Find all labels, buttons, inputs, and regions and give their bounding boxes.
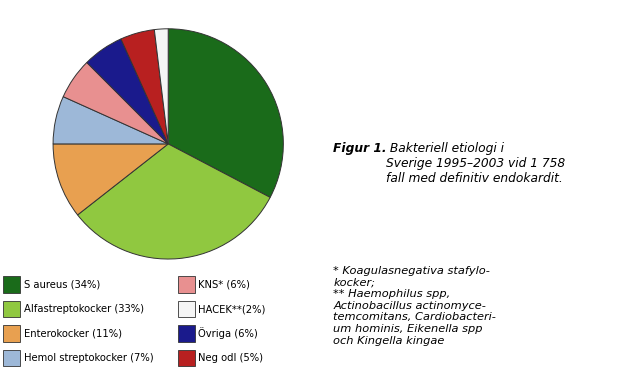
Text: Alfastreptokocker (33%): Alfastreptokocker (33%) [24,304,144,314]
Text: Hemol streptokocker (7%): Hemol streptokocker (7%) [24,353,153,363]
Bar [178,301,194,317]
Bar [4,276,20,293]
Text: S aureus (34%): S aureus (34%) [24,280,100,290]
Wedge shape [53,144,168,215]
Bar [4,350,20,366]
Text: Bakteriell etiologi i
Sverige 1995–2003 vid 1 758
fall med definitiv endokardit.: Bakteriell etiologi i Sverige 1995–2003 … [386,142,565,185]
Wedge shape [63,62,168,144]
Text: KNS* (6%): KNS* (6%) [198,280,250,290]
Bar [4,301,20,317]
Bar [178,350,194,366]
Wedge shape [78,144,270,259]
Wedge shape [87,39,168,144]
Bar [178,325,194,342]
Text: Enterokocker (11%): Enterokocker (11%) [24,328,121,338]
Text: HACEK**(2%): HACEK**(2%) [198,304,265,314]
Text: Övriga (6%): Övriga (6%) [198,328,258,339]
Bar [4,325,20,342]
Text: Figur 1.: Figur 1. [333,142,387,155]
Wedge shape [155,29,168,144]
Bar [178,276,194,293]
Wedge shape [121,30,168,144]
Wedge shape [168,29,283,197]
Wedge shape [53,97,168,144]
Text: Neg odl (5%): Neg odl (5%) [198,353,263,363]
Text: * Koagulasnegativa stafylo-
kocker;
** Haemophilus spp,
Actinobacillus actinomyc: * Koagulasnegativa stafylo- kocker; ** H… [333,266,496,346]
